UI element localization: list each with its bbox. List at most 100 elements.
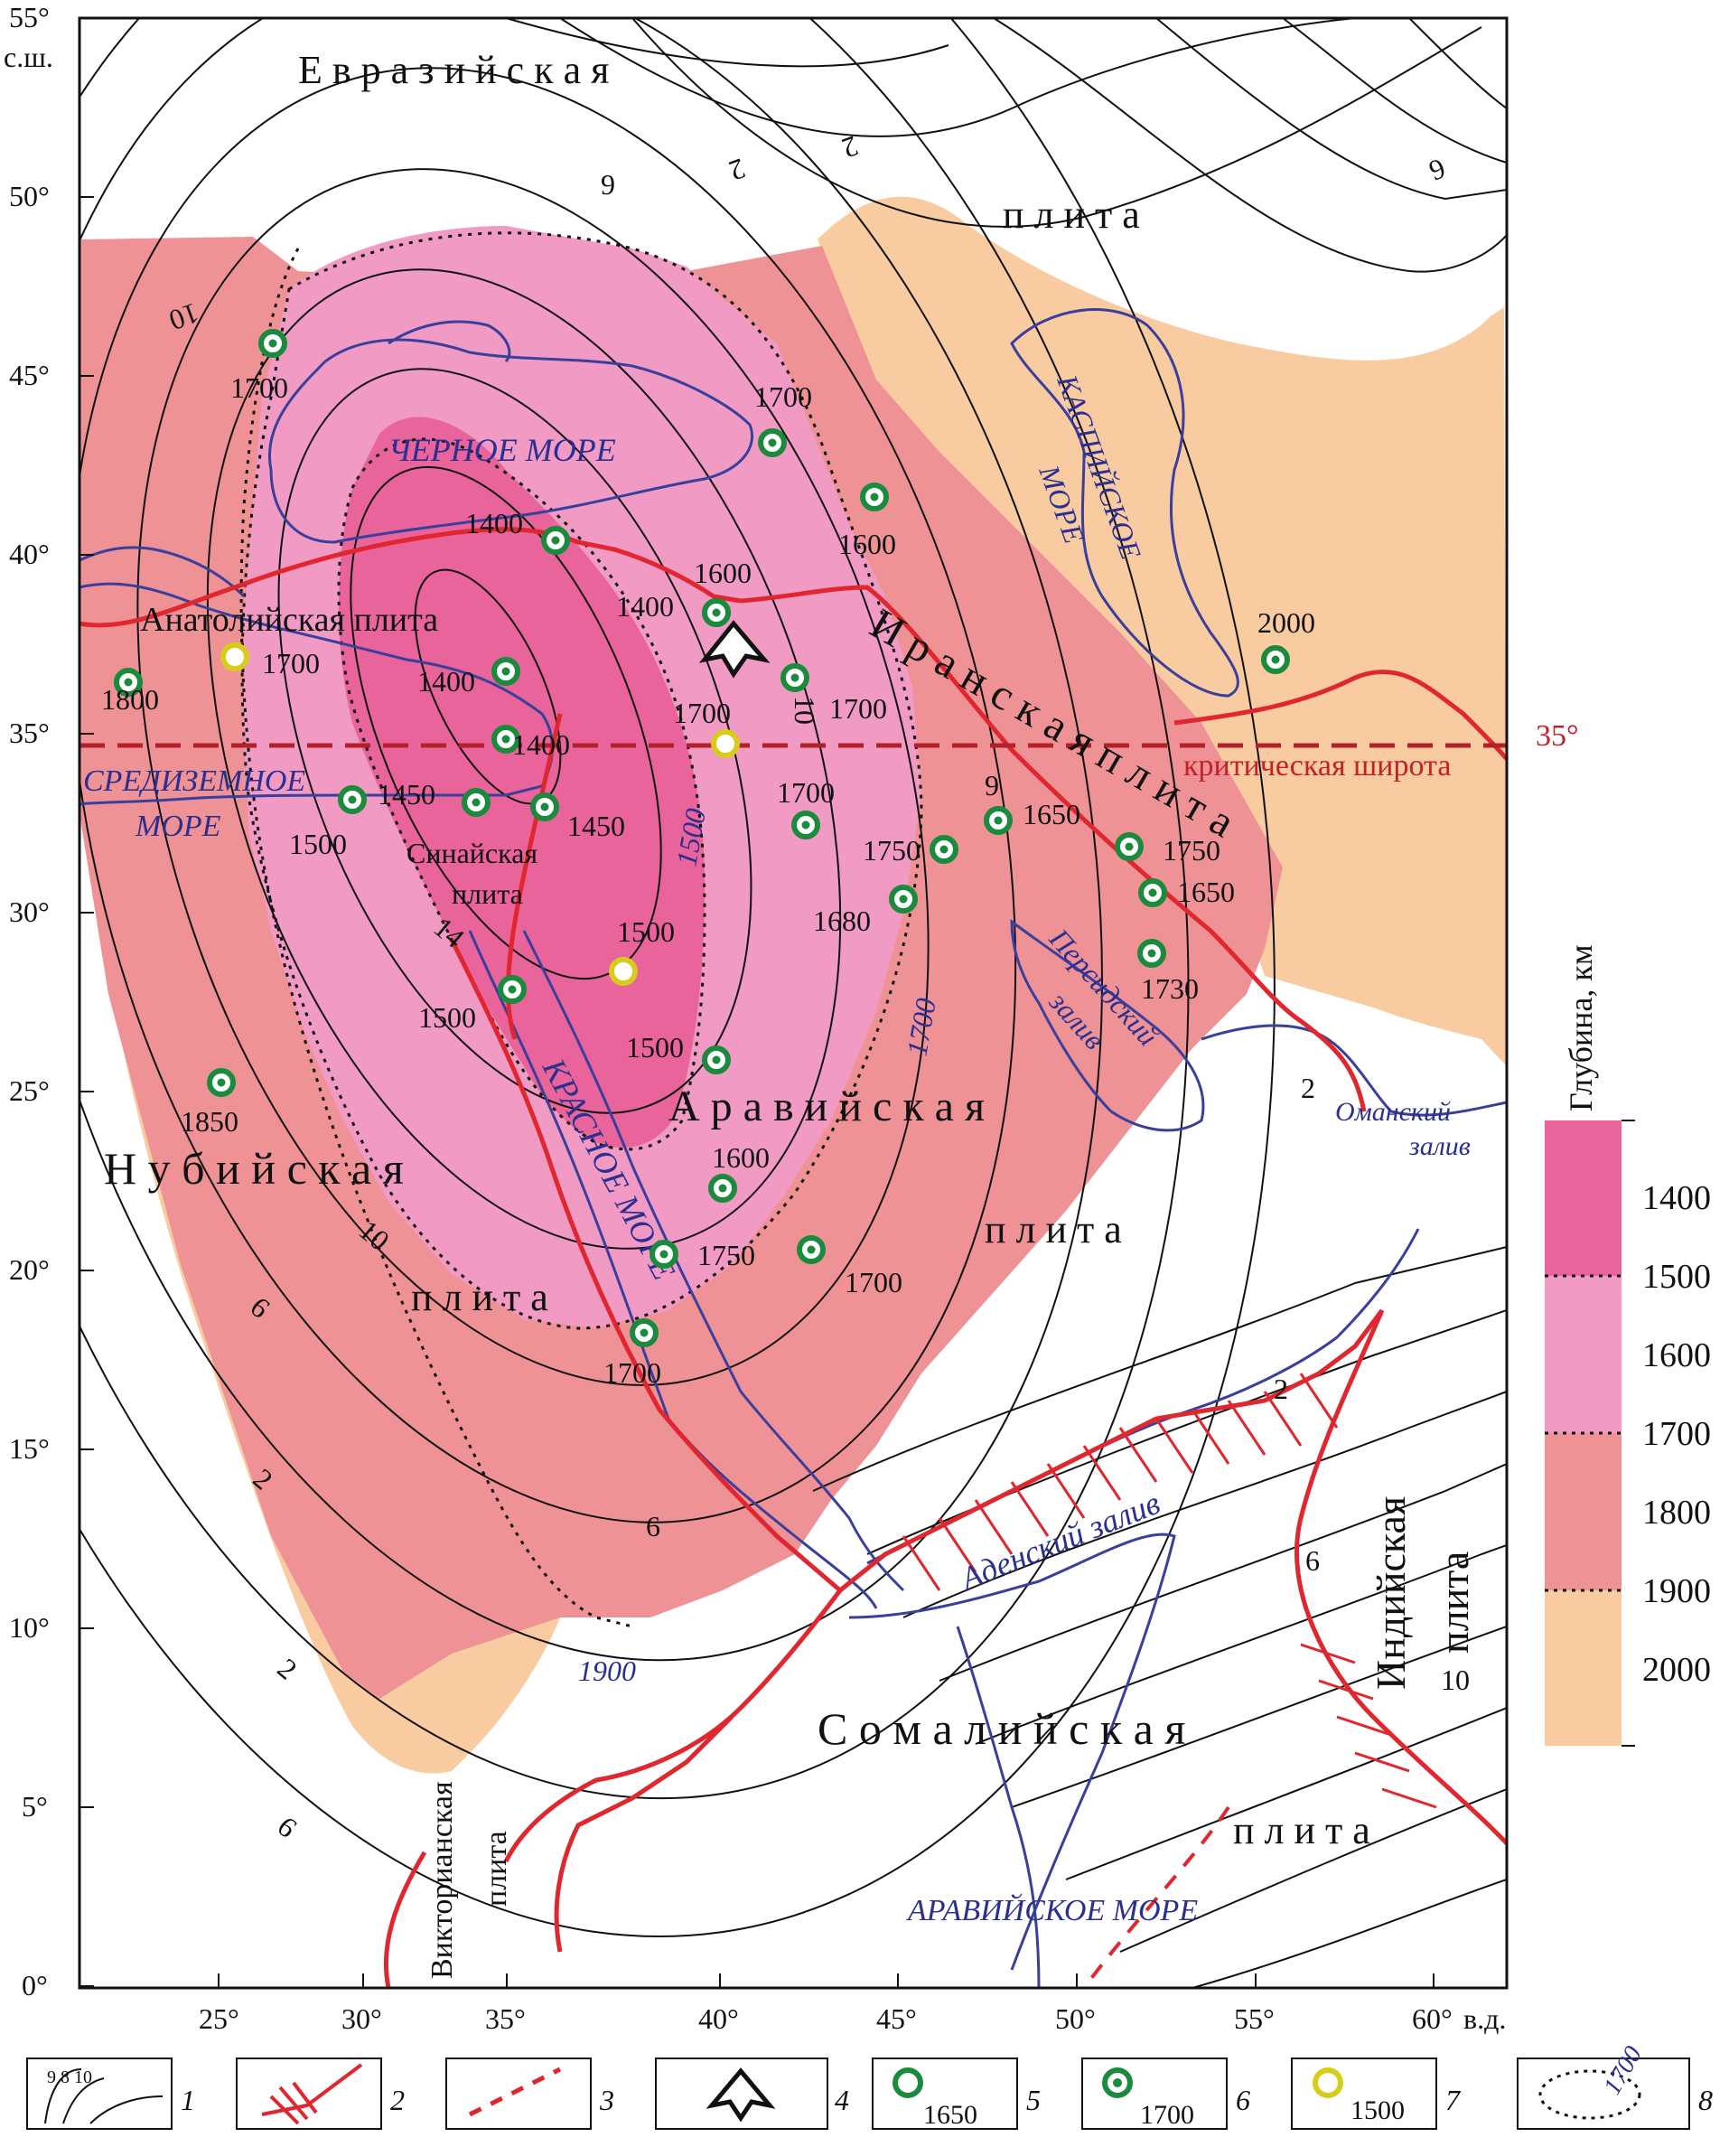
legend-box-2 [236, 2058, 382, 2130]
sea-mediterranean-line1: СРЕДИЗЕМНОЕ [83, 764, 305, 798]
station-marker-center [217, 1078, 226, 1087]
isoline-1700 [240, 231, 923, 1330]
contour-label: 6 [272, 1810, 304, 1844]
station-green: 1750 [1115, 832, 1220, 867]
station-green: 1400 [616, 590, 731, 627]
station-depth-label: 1700 [603, 1356, 661, 1389]
sea-arabian-sea: АРАВИЙСКОЕ МОРЕ [906, 1893, 1198, 1927]
depth-label: 1600 [1642, 1336, 1711, 1374]
station-marker-center [659, 1250, 668, 1259]
contour-label: 2 [725, 152, 750, 187]
east-african-rift-east [554, 1715, 734, 1953]
contour-ring [79, 18, 1276, 1938]
station-yellow: 1700 [220, 642, 320, 680]
legend-box-5 [872, 2058, 1018, 2130]
east-africa-coast [956, 1626, 1041, 1988]
lat-label: 20° [9, 1253, 50, 1286]
station-marker-center [540, 802, 549, 811]
station-depth-label: 1850 [181, 1105, 238, 1138]
lon-label: 55° [1234, 2002, 1275, 2035]
contour-ring [350, 465, 662, 980]
station-depth-label: 1700 [230, 371, 288, 404]
depth-label: 1900 [1642, 1572, 1711, 1610]
legend-number-2: 2 [390, 2084, 405, 2116]
station-depth-label: 1700 [673, 697, 731, 729]
owen-fracture [1294, 1309, 1507, 1845]
lat-unit-label: с.ш. [4, 41, 53, 73]
contour-ring [79, 18, 1103, 1662]
contour-label: 10 [789, 696, 821, 725]
legend-contour-values: 9 8 10 [47, 2067, 92, 2087]
contour-top [559, 18, 1356, 137]
lat-labels: 55° с.ш. 50° 45° 40° 35° 30° 25° 20° 15°… [4, 1, 53, 2001]
station-depth-label: 1500 [418, 1001, 476, 1034]
depth-band-1900-2000 [1545, 1590, 1622, 1746]
station-depth-label: 1600 [712, 1141, 770, 1174]
station-marker-center [712, 608, 721, 617]
sea-black-sea: ЧЕРНОЕ МОРЕ [388, 432, 616, 468]
east-african-rift-west [503, 1589, 842, 1863]
station-marker-center [939, 845, 949, 854]
station-green: 1750 [697, 1235, 826, 1271]
plate-nubian-line2: п л и т а [411, 1275, 548, 1319]
critical-latitude-label: критическая широта [1183, 749, 1451, 783]
legend-station-dot-value: 1700 [1140, 2100, 1194, 2130]
station-depth-label: 1700 [777, 776, 835, 809]
zone-1900-2000-east [818, 196, 1507, 1066]
zone-1900-2000-west [79, 813, 560, 1774]
legend-number-5: 5 [1026, 2084, 1041, 2116]
station-green: 1680 [813, 885, 918, 937]
station-green: 1730 [1137, 939, 1199, 1005]
station-marker-center [472, 798, 481, 807]
makran-boundary [1173, 670, 1507, 761]
contour-south [939, 1463, 1507, 1682]
contour-label: 2 [1301, 1072, 1315, 1104]
contour-south [1119, 1788, 1507, 1953]
plate-victorian-line1: Викторианская [425, 1781, 459, 1979]
lat-label: 40° [9, 538, 50, 570]
station-green: 1400 [417, 657, 520, 698]
station-depth-label: 1800 [101, 683, 159, 716]
station-marker-center [801, 820, 810, 830]
lon-label: 50° [1055, 2002, 1096, 2035]
aden-ridge [838, 1308, 1384, 1592]
rift-hatch [902, 1373, 1339, 1591]
stations: 1700 1700 1600 1400 1600 1400 1700 1700 1800 1400… [101, 329, 1315, 1389]
contour-south [1065, 1707, 1507, 1880]
station-depth-label: 1500 [617, 915, 675, 948]
lon-label: 60° [1412, 2002, 1453, 2035]
lon-label: 40° [698, 2002, 739, 2035]
station-green: 1700 [603, 1318, 661, 1389]
station-green: 1650 [984, 798, 1080, 835]
contour-label: 6 [646, 1510, 660, 1542]
plate-sinai-line2: плита [452, 877, 523, 910]
legend-plate-boundary-sample [261, 2063, 363, 2125]
aegean-coast [79, 546, 246, 598]
station-marker-center [268, 339, 277, 348]
plate-somali-line1: С о м а л и й с к а я [818, 1703, 1185, 1754]
station-depth-label: 1500 [289, 828, 347, 860]
station-depth-label: 1600 [838, 528, 896, 560]
contour-top [1408, 18, 1507, 109]
isolines-dotted [239, 231, 923, 1628]
legend-box-7 [1291, 2058, 1437, 2130]
plate-arabian-line1: А р а в и й с к а я [668, 1083, 985, 1130]
critical-latitude-value: 35° [1536, 719, 1579, 753]
station-marker-center [1271, 655, 1280, 664]
station-depth-label: 1750 [863, 834, 921, 867]
station-depth-label: 1750 [1163, 834, 1220, 867]
plate-arabian-line2: п л и т а [985, 1207, 1122, 1251]
legend-isoline-value: 1700 [1598, 2042, 1648, 2100]
contour-top [505, 18, 949, 68]
depth-scale: Глубина, км 1400 1500 1600 1700 1800 190… [1545, 944, 1711, 1747]
contour-top [1282, 18, 1507, 164]
contour-south [902, 1391, 1507, 1618]
legend-number-6: 6 [1236, 2084, 1250, 2116]
station-marker-center [124, 678, 133, 687]
contour-ring [79, 18, 1190, 1800]
station-green: 1600 [838, 483, 896, 560]
station-marker-center [718, 1184, 727, 1193]
legend-number-3: 3 [599, 2084, 614, 2116]
contour-south [812, 1246, 1507, 1492]
legend-number-8: 8 [1698, 2084, 1713, 2116]
